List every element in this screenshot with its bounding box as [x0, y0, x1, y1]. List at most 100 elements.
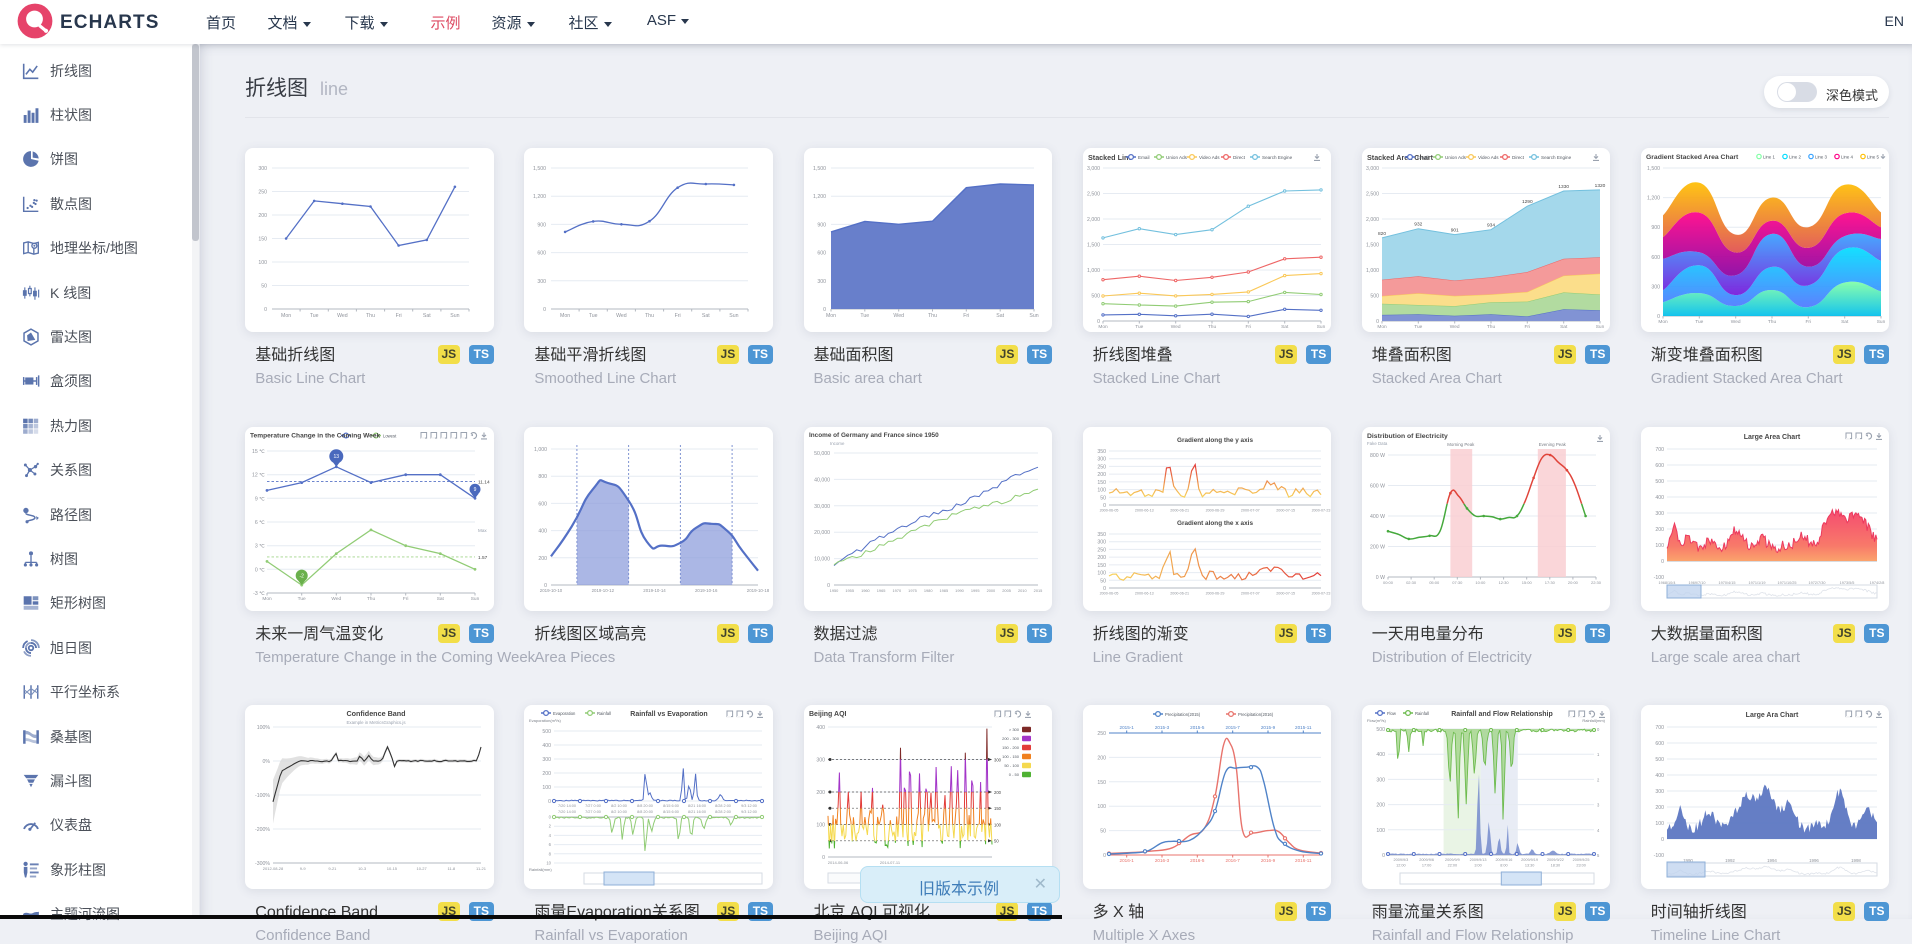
svg-text:07:30: 07:30 [1452, 580, 1463, 585]
svg-text:3:00: 3:00 [1474, 863, 1481, 867]
svg-text:0%: 0% [263, 759, 271, 765]
svg-text:50: 50 [1100, 828, 1106, 834]
svg-text:Rainfall(mm): Rainfall(mm) [529, 867, 552, 872]
svg-text:Rainfall(mm): Rainfall(mm) [1582, 718, 1605, 723]
svg-text:2012-08-28: 2012-08-28 [263, 866, 284, 871]
svg-text:50: 50 [262, 283, 268, 289]
svg-text:Sun: Sun [1316, 324, 1325, 330]
svg-text:0: 0 [1657, 314, 1660, 320]
svg-text:Large Ara Chart: Large Ara Chart [1745, 712, 1798, 719]
svg-text:400: 400 [539, 528, 548, 534]
svg-text:Rainfall and Flow Relationship: Rainfall and Flow Relationship [1451, 711, 1553, 718]
svg-text:Flow: Flow [1387, 710, 1397, 715]
svg-text:-100: -100 [1653, 853, 1663, 859]
svg-text:300: 300 [994, 757, 1002, 762]
svg-text:3,000: 3,000 [1366, 166, 1379, 172]
svg-text:2015-1: 2015-1 [1119, 725, 1134, 730]
svg-text:0: 0 [1103, 853, 1106, 859]
svg-text:500: 500 [1091, 293, 1100, 299]
svg-text:Mon: Mon [825, 313, 835, 319]
svg-text:Sat: Sat [702, 313, 710, 319]
svg-text:934: 934 [1487, 222, 1495, 228]
svg-text:200: 200 [1097, 755, 1106, 761]
svg-text:2000-06-29: 2000-06-29 [1205, 508, 1224, 512]
svg-text:Wed: Wed [332, 596, 342, 602]
svg-text:8:00: 8:00 [1500, 863, 1507, 867]
svg-text:2: 2 [549, 823, 552, 828]
svg-text:2000-06-13: 2000-06-13 [1134, 591, 1153, 595]
svg-text:13: 13 [334, 454, 340, 460]
svg-text:Fri: Fri [396, 313, 402, 319]
svg-text:Sat: Sat [1841, 319, 1849, 325]
svg-text:1330: 1330 [1558, 184, 1569, 190]
svg-text:Thu: Thu [1207, 324, 1216, 330]
svg-text:Confidence Band: Confidence Band [347, 709, 406, 718]
svg-text:2000-07-15: 2000-07-15 [1276, 508, 1295, 512]
svg-text:1970: 1970 [892, 588, 901, 593]
svg-text:1992: 1992 [1725, 858, 1735, 863]
svg-text:Union Ads: Union Ads [1445, 154, 1467, 159]
svg-text:1973/5/5: 1973/5/5 [1839, 581, 1854, 585]
svg-text:4: 4 [549, 832, 552, 837]
svg-text:Tue: Tue [298, 596, 306, 602]
svg-text:Line 3: Line 3 [1815, 154, 1828, 159]
svg-text:100: 100 [816, 822, 825, 828]
svg-text:Lowest: Lowest [383, 433, 397, 438]
svg-text:6 ℃: 6 ℃ [255, 520, 265, 526]
svg-text:250: 250 [1097, 731, 1106, 737]
svg-text:2015: 2015 [1033, 588, 1042, 593]
svg-text:300: 300 [1097, 456, 1106, 462]
svg-text:900: 900 [1651, 225, 1660, 231]
svg-text:500: 500 [543, 729, 552, 735]
svg-text:1,000: 1,000 [1087, 268, 1100, 274]
svg-text:2019-10-14: 2019-10-14 [644, 588, 667, 593]
svg-text:12:00: 12:00 [1396, 863, 1406, 867]
svg-text:Sun: Sun [1029, 313, 1038, 319]
svg-text:200 - 300: 200 - 300 [1002, 736, 1020, 741]
svg-text:100: 100 [1655, 821, 1664, 827]
svg-text:100: 100 [1655, 543, 1664, 549]
svg-text:1,000: 1,000 [1366, 268, 1379, 274]
svg-text:Fri: Fri [963, 313, 969, 319]
svg-text:9 ℃: 9 ℃ [255, 496, 265, 502]
svg-text:6: 6 [549, 842, 552, 847]
svg-text:Distribution of Electricity: Distribution of Electricity [1367, 433, 1448, 440]
svg-text:300: 300 [1376, 777, 1385, 783]
svg-text:Fri: Fri [1245, 324, 1251, 330]
svg-text:Tue: Tue [1135, 324, 1143, 330]
svg-text:0: 0 [1103, 503, 1106, 509]
svg-text:1970/4/15: 1970/4/15 [1718, 581, 1735, 585]
svg-text:0: 0 [1382, 853, 1385, 859]
svg-text:200: 200 [539, 555, 548, 561]
svg-text:900: 900 [817, 222, 826, 228]
svg-text:1998: 1998 [1851, 858, 1861, 863]
svg-text:150: 150 [1097, 479, 1106, 485]
svg-text:1290: 1290 [1522, 199, 1533, 205]
svg-text:Evaporation(m³/s): Evaporation(m³/s) [529, 718, 561, 723]
svg-text:2,500: 2,500 [1366, 191, 1379, 197]
svg-text:2000-06-29: 2000-06-29 [1205, 591, 1224, 595]
svg-text:Mon: Mon [263, 596, 273, 602]
svg-text:1950: 1950 [829, 588, 838, 593]
svg-text:150: 150 [1097, 779, 1106, 785]
svg-text:Temperature Change in the Comi: Temperature Change in the Coming Week [250, 432, 381, 439]
svg-text:1996: 1996 [1809, 858, 1819, 863]
svg-text:1.57: 1.57 [478, 554, 488, 560]
svg-text:4: 4 [1597, 827, 1600, 832]
svg-text:2009/9/25: 2009/9/25 [1572, 858, 1589, 862]
svg-text:22:00: 22:00 [1447, 863, 1457, 867]
svg-text:250: 250 [259, 189, 268, 195]
svg-text:Evening Peak: Evening Peak [1538, 442, 1566, 447]
svg-text:600: 600 [539, 501, 548, 507]
svg-text:2: 2 [1597, 777, 1600, 782]
svg-text:8/28 2:00: 8/28 2:00 [715, 810, 731, 814]
svg-text:50: 50 [1100, 578, 1106, 584]
svg-text:Search Engine: Search Engine [1541, 154, 1572, 159]
svg-text:-300%: -300% [255, 861, 270, 867]
svg-text:820: 820 [1378, 230, 1386, 236]
svg-text:100: 100 [1097, 487, 1106, 493]
svg-text:1320: 1320 [1594, 182, 1605, 188]
svg-text:Mon: Mon [560, 313, 570, 319]
svg-text:100: 100 [1376, 827, 1385, 833]
svg-text:901: 901 [1450, 227, 1458, 233]
